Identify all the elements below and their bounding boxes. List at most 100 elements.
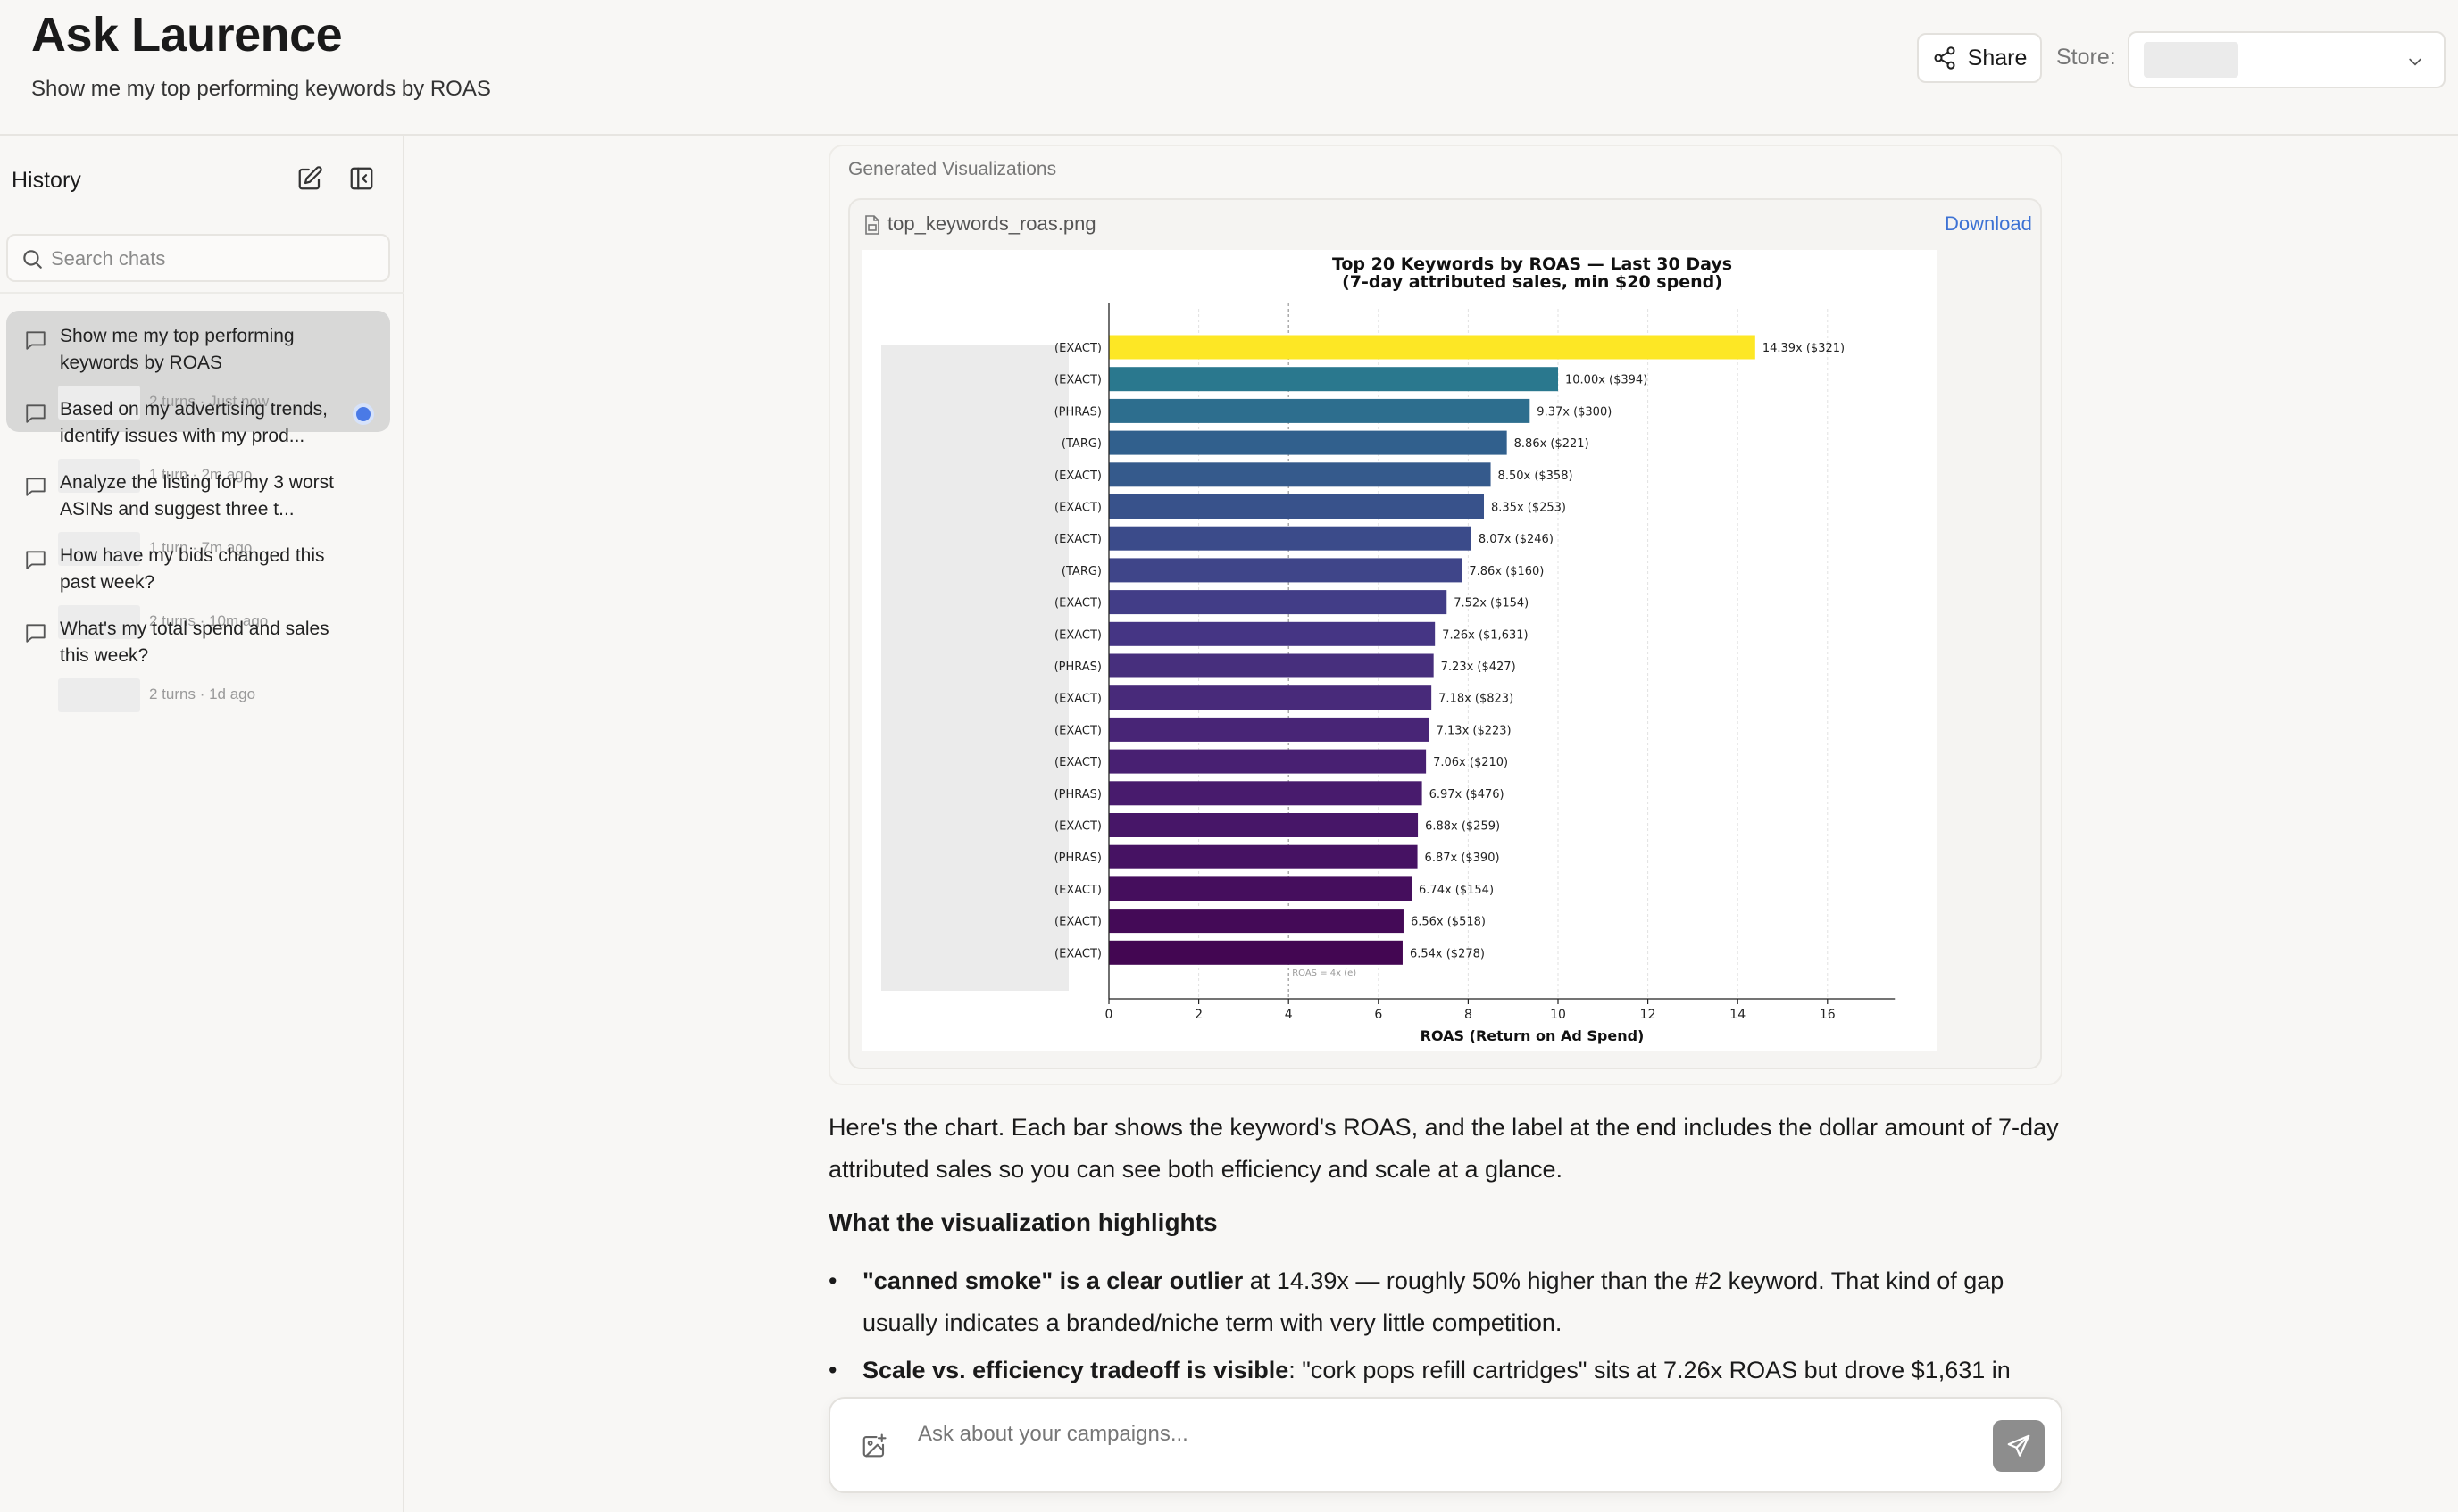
- chart-data-label: 8.86x ($221): [1514, 437, 1589, 451]
- share-button[interactable]: Share: [1917, 33, 2042, 83]
- x-tick-label: 8: [1464, 1008, 1472, 1022]
- chart-data-label: 9.37x ($300): [1537, 405, 1612, 419]
- chart-category-label: (PHRAS): [1054, 788, 1102, 802]
- response-intro: Here's the chart. Each bar shows the key…: [829, 1114, 2059, 1183]
- chat-item-thumbnail: [58, 532, 140, 566]
- chart-data-label: 6.56x ($518): [1411, 916, 1486, 929]
- unread-indicator: [356, 407, 371, 421]
- chart-bar: [1109, 844, 1418, 869]
- bullet-bold-text: "canned smoke" is a clear outlier: [862, 1267, 1244, 1294]
- chart-bar: [1109, 430, 1507, 455]
- chart-bar: [1109, 621, 1436, 646]
- chart-category-label: (EXACT): [1054, 947, 1102, 960]
- chat-item-title: Based on my advertising trends, identify…: [60, 399, 328, 446]
- chart-category-label: (TARG): [1062, 565, 1102, 578]
- chart-data-label: 7.18x ($823): [1438, 693, 1513, 706]
- chart-title: Top 20 Keywords by ROAS — Last 30 Days: [1332, 254, 1732, 274]
- x-tick-label: 4: [1285, 1008, 1293, 1022]
- collapse-sidebar-icon[interactable]: [348, 165, 375, 192]
- chart-bar: [1109, 717, 1429, 742]
- chart-bar: [1109, 940, 1403, 965]
- file-icon: [865, 215, 879, 235]
- chart-data-label: 7.26x ($1,631): [1442, 628, 1528, 642]
- share-icon: [1934, 46, 1955, 70]
- chart-data-label: 6.54x ($278): [1410, 947, 1485, 960]
- chart-category-label: (EXACT): [1054, 597, 1102, 611]
- chart-category-label: (EXACT): [1054, 916, 1102, 929]
- chart-bar: [1109, 367, 1558, 392]
- message-input[interactable]: [918, 1415, 1927, 1454]
- chat-item-meta: 2 turns · 1d ago: [149, 685, 256, 702]
- chart-category-label: (EXACT): [1054, 374, 1102, 387]
- chat-history-item[interactable]: What's my total spend and sales this wee…: [6, 603, 390, 725]
- chart-bar: [1109, 558, 1462, 583]
- search-chats-input[interactable]: [51, 243, 381, 275]
- response-bullet: • "canned smoke" is a clear outlier at 1…: [829, 1260, 2061, 1344]
- chat-history-item[interactable]: Based on my advertising trends, identify…: [6, 384, 390, 505]
- x-tick-label: 14: [1729, 1008, 1746, 1022]
- store-value-placeholder: [2144, 42, 2238, 78]
- bullet-marker: •: [829, 1357, 837, 1383]
- bullet-bold-text: Scale vs. efficiency tradeoff is visible: [862, 1357, 1289, 1383]
- chart-data-label: 10.00x ($394): [1565, 374, 1647, 387]
- chart-category-label: (EXACT): [1054, 342, 1102, 355]
- x-tick-label: 2: [1195, 1008, 1203, 1022]
- store-select[interactable]: [2128, 31, 2446, 88]
- chart-bar: [1109, 781, 1422, 806]
- chart-category-label: (EXACT): [1054, 724, 1102, 737]
- response-heading: What the visualization highlights: [829, 1209, 1218, 1236]
- chat-bubble-icon: [26, 624, 46, 643]
- history-sidebar: History Show me my top performing keywor…: [0, 136, 404, 1512]
- chart-data-label: 6.74x ($154): [1419, 884, 1494, 897]
- visualization-file-name: top_keywords_roas.png: [887, 212, 1096, 235]
- chart-category-label: (EXACT): [1054, 884, 1102, 897]
- chart-bar: [1109, 526, 1471, 551]
- chart-data-label: 7.13x ($223): [1437, 724, 1512, 737]
- chat-item-meta: 1 turn · 7m ago: [149, 539, 253, 556]
- chat-item-meta: 2 turns · Just now: [149, 393, 270, 410]
- share-button-label: Share: [1967, 45, 2028, 71]
- chart-bar: [1109, 590, 1447, 615]
- chart-bar: [1109, 909, 1404, 934]
- chat-item-meta: 2 turns · 10m ago: [149, 612, 269, 629]
- bullet-text: : "cork pops refill cartridges" sits at …: [1288, 1357, 2011, 1383]
- attach-image-icon[interactable]: [861, 1433, 887, 1459]
- search-icon: [23, 250, 42, 269]
- chart-category-label: (PHRAS): [1054, 405, 1102, 419]
- chart-bar: [1109, 685, 1432, 710]
- chart-category-label: (EXACT): [1054, 533, 1102, 546]
- chart-bar: [1109, 876, 1412, 901]
- x-tick-label: 0: [1105, 1008, 1113, 1022]
- new-chat-icon[interactable]: [296, 165, 323, 192]
- chat-history-item[interactable]: Analyze the listing for my 3 worst ASINs…: [6, 457, 390, 578]
- chart-bar: [1109, 494, 1485, 519]
- roas-bar-chart: Top 20 Keywords by ROAS — Last 30 Days (…: [881, 254, 1896, 1044]
- roas-chart: Top 20 Keywords by ROAS — Last 30 Days (…: [862, 250, 1937, 1051]
- search-chats-box[interactable]: [6, 234, 390, 282]
- chart-x-axis-label: ROAS (Return on Ad Spend): [1421, 1027, 1645, 1044]
- chart-data-label: 7.86x ($160): [1469, 565, 1544, 578]
- keyword-labels-placeholder: [881, 345, 1069, 991]
- chat-item-thumbnail: [58, 386, 140, 420]
- chart-category-label: (PHRAS): [1054, 852, 1102, 865]
- download-link[interactable]: Download: [1945, 212, 2032, 235]
- chart-data-label: 8.35x ($253): [1491, 502, 1566, 515]
- chat-item-title: Analyze the listing for my 3 worst ASINs…: [60, 472, 334, 519]
- chart-category-label: (PHRAS): [1054, 660, 1102, 674]
- visualizations-label: Generated Visualizations: [848, 159, 1057, 179]
- chat-bubble-icon: [26, 331, 46, 350]
- app-header: Ask Laurence Show me my top performing k…: [0, 0, 2458, 136]
- chart-data-label: 6.87x ($390): [1425, 852, 1500, 865]
- chart-category-label: (EXACT): [1054, 469, 1102, 483]
- send-button[interactable]: [1993, 1420, 2045, 1472]
- chat-history-item[interactable]: How have my bids changed this past week?…: [6, 530, 390, 652]
- chart-data-label: 7.06x ($210): [1433, 756, 1508, 769]
- store-label: Store:: [2056, 45, 2116, 70]
- chart-bar: [1109, 398, 1530, 423]
- reference-line-label: ROAS = 4x (e): [1292, 968, 1356, 978]
- chat-history-item[interactable]: Show me my top performing keywords by RO…: [6, 311, 390, 432]
- app-title: Ask Laurence: [31, 8, 343, 62]
- chart-bar: [1109, 335, 1755, 360]
- chart-bar: [1109, 749, 1427, 774]
- chat-item-thumbnail: [58, 459, 140, 493]
